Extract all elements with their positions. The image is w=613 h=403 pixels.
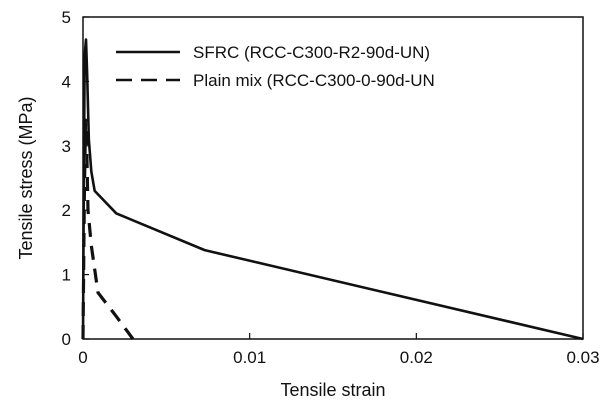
series-line-plain-mix [81, 118, 135, 340]
x-tick-label: 0.02 [400, 348, 433, 367]
y-tick-label: 2 [62, 201, 71, 220]
x-tick-label: 0 [78, 348, 87, 367]
plot-frame [82, 16, 584, 340]
y-tick-label: 4 [62, 72, 71, 91]
legend-label: Plain mix (RCC-C300-0-90d-UN [193, 71, 435, 90]
y-tick-label: 3 [62, 137, 71, 156]
y-tick-label: 1 [62, 266, 71, 285]
x-tick-label: 0.01 [233, 348, 266, 367]
legend-label: SFRC (RCC-C300-R2-90d-UN) [193, 43, 430, 62]
x-tick-label: 0.03 [566, 348, 599, 367]
y-tick-label: 5 [62, 8, 71, 27]
x-axis-label: Tensile strain [280, 380, 385, 400]
series-line-sfrc [81, 38, 584, 341]
y-tick-label: 0 [62, 330, 71, 349]
y-axis-label: Tensile stress (MPa) [16, 96, 36, 259]
